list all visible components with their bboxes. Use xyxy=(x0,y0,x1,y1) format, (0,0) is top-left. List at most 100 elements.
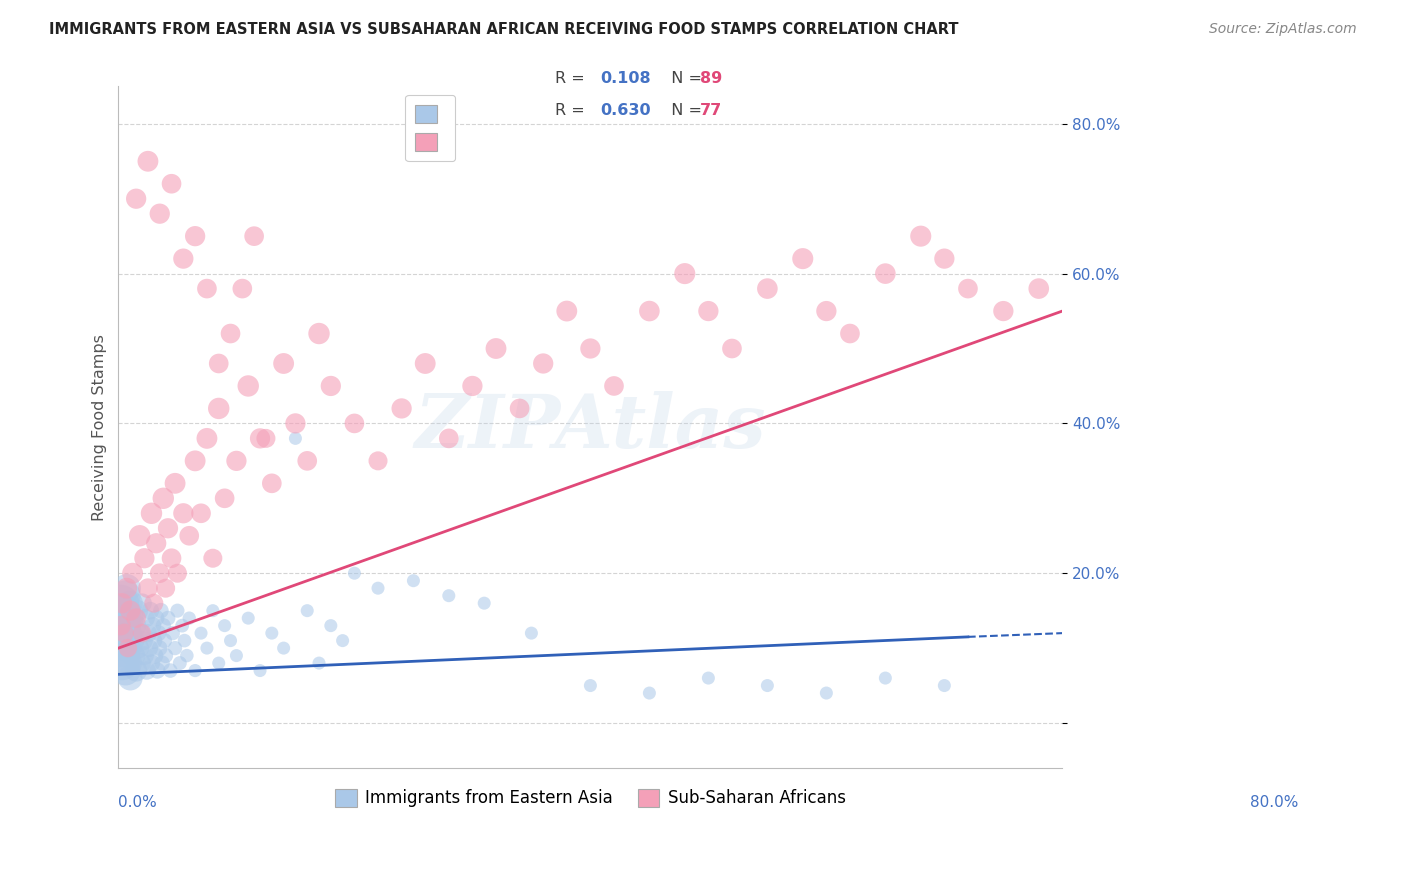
Point xyxy=(152,491,174,506)
Point xyxy=(124,618,146,632)
Text: ZIPAtlas: ZIPAtlas xyxy=(415,391,766,464)
Point xyxy=(114,589,136,603)
Point xyxy=(297,454,319,468)
Point xyxy=(166,604,188,618)
Point xyxy=(150,656,173,670)
Point xyxy=(284,431,307,445)
Point xyxy=(238,611,260,625)
Point xyxy=(195,282,218,296)
Point xyxy=(208,356,231,370)
Point xyxy=(122,648,145,663)
Point xyxy=(201,551,224,566)
Point xyxy=(993,304,1015,318)
Point xyxy=(108,618,131,632)
Point xyxy=(156,521,179,535)
Point xyxy=(579,342,602,356)
Point xyxy=(179,611,201,625)
Point xyxy=(145,536,167,550)
Point xyxy=(127,604,149,618)
Point xyxy=(273,641,295,656)
Point xyxy=(273,356,295,370)
Point xyxy=(231,282,253,296)
Point xyxy=(308,326,330,341)
Point xyxy=(131,596,153,610)
Point xyxy=(461,379,484,393)
Point xyxy=(110,618,132,632)
Point xyxy=(184,664,207,678)
Point xyxy=(120,604,142,618)
Text: R =: R = xyxy=(555,71,591,86)
Point xyxy=(155,581,177,595)
Point xyxy=(332,633,354,648)
Point xyxy=(721,342,744,356)
Point xyxy=(249,664,271,678)
Point xyxy=(136,154,159,169)
Point xyxy=(120,611,142,625)
Point xyxy=(697,304,720,318)
Point xyxy=(219,326,242,341)
Point xyxy=(638,686,661,700)
Text: Source: ZipAtlas.com: Source: ZipAtlas.com xyxy=(1209,22,1357,37)
Point xyxy=(135,611,157,625)
Point xyxy=(131,626,153,640)
Point xyxy=(509,401,531,416)
Point xyxy=(115,581,138,595)
Point xyxy=(111,596,134,610)
Point xyxy=(472,596,495,610)
Point xyxy=(159,664,181,678)
Point xyxy=(136,581,159,595)
Point xyxy=(603,379,626,393)
Point xyxy=(437,431,460,445)
Text: N =: N = xyxy=(661,103,707,118)
Point xyxy=(149,604,172,618)
Point xyxy=(319,618,342,632)
Point xyxy=(120,596,142,610)
Point xyxy=(110,596,132,610)
Point xyxy=(128,529,150,543)
Text: 0.0%: 0.0% xyxy=(118,795,157,810)
Point xyxy=(142,596,165,610)
Text: 89: 89 xyxy=(700,71,723,86)
Point xyxy=(134,551,156,566)
Point xyxy=(520,626,543,640)
Point xyxy=(956,282,979,296)
Point xyxy=(756,282,779,296)
Point xyxy=(673,267,696,281)
Point xyxy=(125,664,148,678)
Point xyxy=(284,417,307,431)
Point xyxy=(112,648,135,663)
Point xyxy=(579,679,602,693)
Point xyxy=(249,431,271,445)
Point xyxy=(149,566,172,581)
Legend: Immigrants from Eastern Asia, Sub-Saharan Africans: Immigrants from Eastern Asia, Sub-Sahara… xyxy=(329,782,852,814)
Text: IMMIGRANTS FROM EASTERN ASIA VS SUBSAHARAN AFRICAN RECEIVING FOOD STAMPS CORRELA: IMMIGRANTS FROM EASTERN ASIA VS SUBSAHAR… xyxy=(49,22,959,37)
Point xyxy=(297,604,319,618)
Point xyxy=(142,618,165,632)
Point xyxy=(117,641,139,656)
Point xyxy=(792,252,814,266)
Point xyxy=(172,618,194,632)
Point xyxy=(152,618,174,632)
Point xyxy=(149,641,172,656)
Point xyxy=(128,641,150,656)
Point xyxy=(156,611,179,625)
Text: 0.630: 0.630 xyxy=(600,103,651,118)
Point xyxy=(214,491,236,506)
Point xyxy=(112,633,135,648)
Point xyxy=(308,656,330,670)
Point xyxy=(208,401,231,416)
Point xyxy=(176,648,198,663)
Point xyxy=(111,656,134,670)
Point xyxy=(254,431,277,445)
Point xyxy=(260,626,283,640)
Point xyxy=(139,604,162,618)
Point xyxy=(184,454,207,468)
Point xyxy=(638,304,661,318)
Point xyxy=(815,304,838,318)
Point xyxy=(208,656,231,670)
Point xyxy=(121,633,143,648)
Point xyxy=(125,611,148,625)
Point xyxy=(134,648,156,663)
Point xyxy=(118,656,141,670)
Point xyxy=(120,671,142,685)
